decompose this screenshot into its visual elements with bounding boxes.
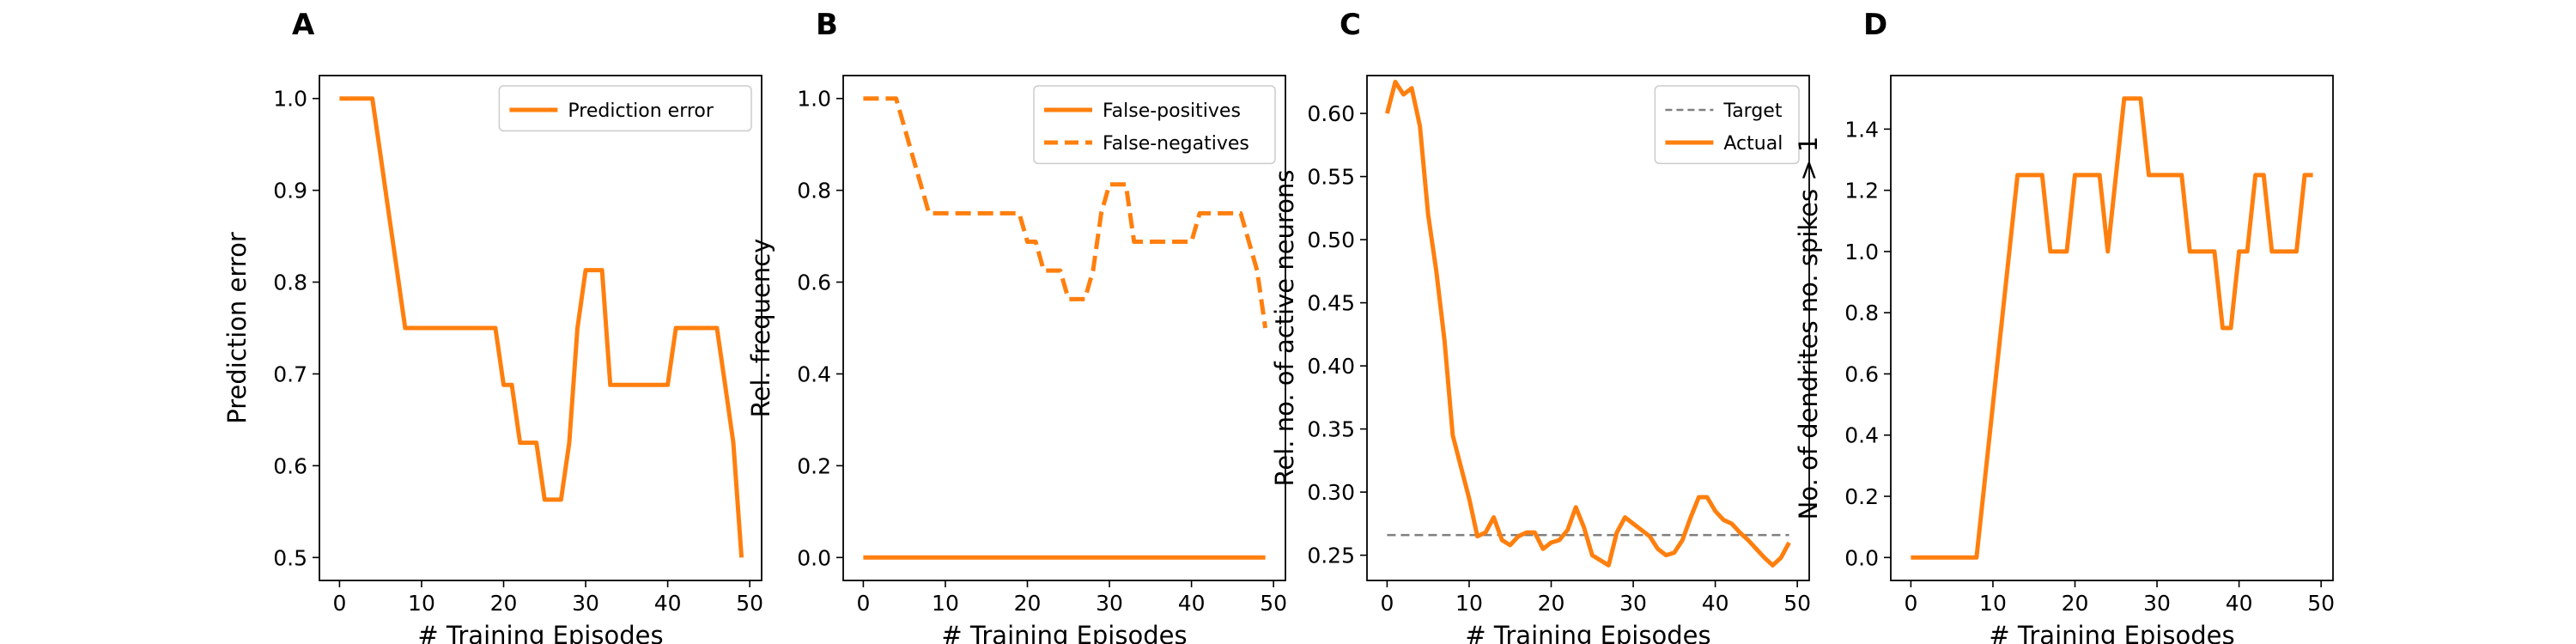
axes-frame — [319, 75, 762, 581]
x-tick-label: 10 — [1455, 591, 1483, 616]
y-tick-label: 1.4 — [1844, 117, 1879, 142]
x-tick-label: 50 — [1783, 591, 1811, 616]
x-tick-label: 50 — [736, 591, 763, 616]
x-tick-label: 50 — [2307, 591, 2335, 616]
y-tick-label: 0.60 — [1307, 101, 1355, 126]
y-tick-label: 1.2 — [1844, 179, 1879, 204]
legend-label: Prediction error — [568, 100, 714, 122]
series-line-values — [1911, 96, 2313, 560]
y-axis-label: Rel. no. of active neurons — [1270, 170, 1299, 487]
axes-frame — [1890, 75, 2334, 581]
x-tick-label: 40 — [654, 591, 682, 616]
x-axis-label: # Training Episodes — [1989, 621, 2234, 644]
y-tick-label: 0.6 — [273, 453, 307, 478]
chart-panel-a: A 0 10 20 30 40 50 0.5 0.6 0.7 0.8 0.9 1.0 # Training… — [222, 8, 763, 644]
y-tick-label: 0.35 — [1307, 417, 1355, 442]
x-tick-label: 30 — [2143, 591, 2171, 616]
x-tick-label: 20 — [1014, 591, 1042, 616]
chart-panel-d: D 0 10 20 30 40 50 0.0 0.2 0.4 0.6 0.8 1.0 1.2 1.4 # Tr… — [1794, 8, 2335, 644]
y-tick-label: 0.6 — [1844, 361, 1879, 386]
y-axis-label: No. of dendrites no. spikes > 1 — [1794, 137, 1823, 520]
legend-label: Target — [1722, 100, 1782, 122]
legend-label: False-positives — [1103, 100, 1241, 122]
x-tick-label: 30 — [1619, 591, 1647, 616]
x-tick-label: 0 — [1904, 591, 1917, 616]
x-tick-label: 20 — [1538, 591, 1565, 616]
x-tick-label: 30 — [572, 591, 599, 616]
x-tick-label: 20 — [490, 591, 518, 616]
y-tick-label: 0.0 — [1844, 545, 1879, 570]
y-axis-label: Rel. frequency — [746, 239, 775, 418]
x-axis-label: # Training Episodes — [941, 621, 1187, 644]
series-line-actual — [1384, 79, 1791, 568]
y-tick-label: 0.55 — [1307, 165, 1355, 190]
axes-frame — [1366, 75, 1810, 581]
legend-label: False-negatives — [1103, 133, 1249, 155]
y-tick-label: 0.45 — [1307, 291, 1355, 316]
y-tick-label: 0.2 — [1844, 484, 1879, 509]
y-tick-label: 1.0 — [797, 87, 831, 112]
y-tick-label: 1.0 — [1844, 240, 1879, 264]
y-tick-label: 0.50 — [1307, 228, 1355, 252]
x-tick-label: 40 — [1178, 591, 1206, 616]
x-axis-label: # Training Episodes — [417, 621, 663, 644]
chart-panel-b: B 0 10 20 30 40 50 0.0 0.2 0.4 0.6 0.8 1.0 # Training… — [746, 8, 1287, 644]
panel-label: D — [1863, 8, 1887, 42]
panel-label: A — [292, 8, 315, 42]
legend-label: Actual — [1723, 133, 1783, 155]
y-axis-label: Prediction error — [222, 232, 252, 424]
legend-frame — [498, 85, 752, 132]
legend: False-positives False-negatives — [1033, 85, 1276, 165]
y-tick-label: 0.8 — [1844, 301, 1879, 325]
y-tick-label: 0.25 — [1307, 544, 1355, 568]
y-tick-label: 0.7 — [273, 361, 307, 386]
panel-label: C — [1340, 8, 1361, 42]
y-tick-label: 0.8 — [273, 270, 307, 295]
y-tick-label: 0.5 — [273, 545, 307, 570]
chart-panel-c: C 0 10 20 30 40 50 0.25 0.30 0.35 0.40 0.45 0.50 0.55… — [1270, 8, 1811, 644]
x-tick-label: 10 — [408, 591, 435, 616]
y-tick-label: 0.2 — [797, 453, 831, 478]
x-tick-label: 0 — [1380, 591, 1394, 616]
x-tick-label: 20 — [2062, 591, 2089, 616]
x-tick-label: 10 — [1979, 591, 2007, 616]
y-tick-label: 0.4 — [797, 361, 831, 386]
x-tick-label: 10 — [932, 591, 959, 616]
y-tick-label: 0.4 — [1844, 423, 1879, 448]
y-tick-label: 1.0 — [273, 87, 307, 112]
y-tick-label: 0.40 — [1307, 354, 1355, 379]
axes-frame — [842, 75, 1286, 581]
y-tick-label: 0.30 — [1307, 480, 1355, 505]
y-tick-label: 0.6 — [797, 270, 831, 295]
y-tick-label: 0.0 — [797, 545, 831, 570]
x-tick-label: 40 — [1702, 591, 1729, 616]
series-line-prediction-error — [339, 96, 744, 558]
x-axis-label: # Training Episodes — [1465, 621, 1710, 644]
x-tick-label: 30 — [1096, 591, 1123, 616]
legend: Prediction error — [498, 85, 752, 132]
y-tick-label: 0.9 — [273, 179, 307, 204]
x-tick-label: 0 — [856, 591, 870, 616]
x-tick-label: 50 — [1260, 591, 1287, 616]
panel-label: B — [816, 8, 838, 42]
legend: Target Actual — [1654, 85, 1800, 165]
x-tick-label: 0 — [332, 591, 346, 616]
y-tick-label: 0.8 — [797, 179, 831, 204]
legend-frame — [1033, 85, 1276, 165]
series-line-false-negatives — [863, 96, 1268, 329]
x-tick-label: 40 — [2226, 591, 2253, 616]
